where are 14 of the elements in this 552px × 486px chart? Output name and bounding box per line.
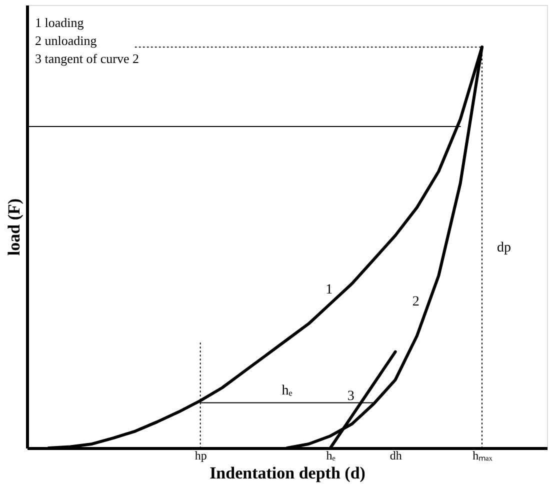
x-tick-label: dh (390, 448, 402, 462)
x-tick-label: hp (194, 448, 207, 462)
x-axis-title: Indentation depth (d) (210, 464, 366, 482)
annotation: 2 unloading (35, 33, 98, 48)
x-tick-label: hₑ (326, 448, 336, 462)
series-label: 2 (412, 294, 420, 310)
annotation: hₑ (282, 384, 293, 399)
annotation: dp (497, 240, 511, 256)
text: 1 loading (35, 15, 84, 30)
annotation: 3 tangent of curve 2 (35, 51, 139, 66)
series-label: 3 (347, 388, 354, 404)
x-tick-label: hₘₐₓ (472, 448, 493, 462)
series-label: 1 (326, 282, 333, 298)
y-axis-title: load (F) (4, 198, 24, 256)
